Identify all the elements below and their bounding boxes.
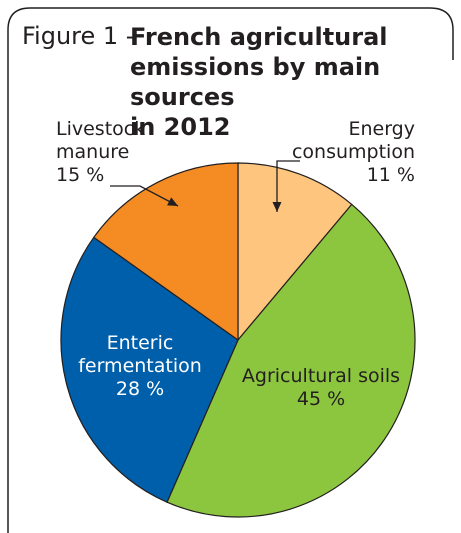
slice-label-line: Livestock	[56, 118, 146, 140]
pie-slice-enteric-fermentation	[60, 236, 239, 503]
leader-arrow-livestock-manure	[110, 185, 179, 207]
chart-title-line: in 2012	[130, 113, 231, 141]
pie-slice-energy-consumption	[237, 162, 353, 342]
slice-label-agricultural-soils: Agricultural soils 45 %	[226, 365, 416, 411]
slice-label-line: fermentation	[78, 355, 202, 377]
leader-arrow-livestock-manure-head	[167, 197, 178, 206]
slice-label-line: Energy	[348, 118, 415, 140]
slice-value-label: 28 %	[115, 378, 165, 400]
figure-label: Figure 1 -	[22, 22, 135, 50]
chart-title: French agricultural emissions by main so…	[130, 22, 450, 142]
slice-label-line: manure	[56, 141, 130, 163]
chart-title-line: emissions by main sources	[130, 53, 381, 111]
slice-label-line: Enteric	[106, 332, 174, 354]
slice-value-label: 15 %	[56, 164, 105, 186]
leader-arrow-energy-consumption	[276, 160, 300, 212]
chart-title-line: French agricultural	[130, 23, 388, 51]
slice-value-label: 11 %	[366, 164, 415, 186]
pie-slice-livestock-manure	[92, 162, 239, 342]
slice-label-energy-consumption: Energy consumption 11 %	[290, 118, 415, 187]
slice-label-livestock-manure: Livestock manure 15 %	[56, 118, 186, 187]
slice-value-label: 45 %	[296, 388, 346, 410]
leader-arrow-energy-consumption-head	[272, 202, 282, 212]
slice-label-line: Agricultural soils	[241, 365, 401, 387]
slice-label-line: consumption	[291, 141, 415, 163]
slice-label-enteric-fermentation: Enteric fermentation 28 %	[60, 332, 220, 401]
pie-slice-agricultural-soils	[166, 203, 416, 518]
